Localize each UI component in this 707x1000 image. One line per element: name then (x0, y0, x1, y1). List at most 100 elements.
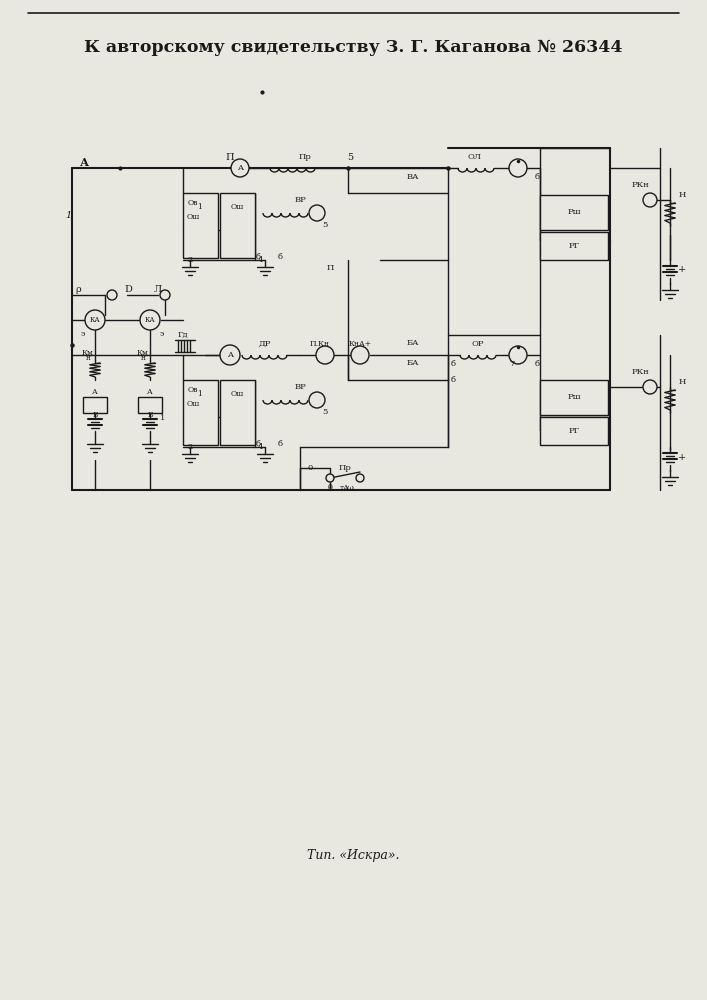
Text: 4: 4 (257, 443, 263, 451)
Circle shape (231, 159, 249, 177)
Circle shape (351, 346, 369, 364)
Text: э: э (81, 330, 85, 338)
Text: 1: 1 (197, 390, 202, 398)
Text: 4: 4 (257, 256, 263, 264)
Text: б: б (450, 360, 455, 368)
Circle shape (509, 346, 527, 364)
Text: +: + (678, 452, 686, 462)
Text: Н: Н (678, 378, 686, 386)
Text: Ов: Ов (188, 199, 198, 207)
Text: Рш: Рш (567, 393, 580, 401)
Text: Ов: Ов (188, 386, 198, 394)
Text: РГ: РГ (568, 427, 580, 435)
Bar (138, 397, 162, 413)
Text: КнА+: КнА+ (349, 340, 372, 348)
Text: Б: Б (92, 411, 98, 419)
Text: тА: тА (340, 484, 350, 492)
Text: 0: 0 (308, 464, 312, 472)
Text: б: б (255, 440, 260, 448)
Bar (220, 193, 255, 258)
Bar (183, 193, 218, 258)
Bar (83, 397, 107, 413)
Text: П.Кн: П.Кн (310, 340, 330, 348)
Text: 1: 1 (197, 203, 202, 211)
Text: б: б (278, 440, 283, 448)
Text: 7: 7 (509, 360, 515, 368)
Text: ОР: ОР (472, 340, 484, 348)
Text: б: б (278, 253, 283, 261)
Text: ВР: ВР (294, 196, 306, 204)
Text: Б: Б (147, 411, 153, 419)
Circle shape (160, 290, 170, 300)
Text: θ: θ (327, 484, 332, 492)
Text: П: П (226, 152, 234, 161)
Circle shape (509, 159, 527, 177)
Text: Л: Л (154, 286, 162, 294)
Text: 5: 5 (347, 152, 353, 161)
Text: ω: ω (346, 484, 354, 492)
Text: Пр: Пр (298, 153, 311, 161)
Text: 5: 5 (322, 408, 327, 416)
Text: ОЛ: ОЛ (468, 153, 482, 161)
Text: А: А (79, 156, 88, 167)
Bar (220, 380, 255, 445)
Text: Ош: Ош (187, 213, 199, 221)
Circle shape (356, 474, 364, 482)
Circle shape (643, 380, 657, 394)
Text: Пр: Пр (339, 464, 351, 472)
Text: Ош: Ош (230, 203, 244, 211)
Text: A: A (237, 164, 243, 172)
Circle shape (309, 392, 325, 408)
Text: БА: БА (407, 339, 419, 347)
Text: б: б (534, 173, 539, 181)
Text: 1: 1 (160, 414, 165, 422)
Text: +: + (678, 265, 686, 274)
Text: РКн: РКн (631, 181, 649, 189)
Text: б: б (450, 376, 455, 384)
Text: Ош: Ош (230, 390, 244, 398)
Text: Рш: Рш (567, 208, 580, 216)
Text: КА: КА (145, 316, 156, 324)
Text: б: б (255, 253, 260, 261)
Circle shape (309, 205, 325, 221)
Text: КА: КА (90, 316, 100, 324)
Text: Км: Км (137, 349, 149, 357)
Text: н: н (86, 354, 90, 362)
Bar (540, 232, 608, 260)
Text: ВР: ВР (294, 383, 306, 391)
Circle shape (107, 290, 117, 300)
Text: РКн: РКн (631, 368, 649, 376)
Circle shape (85, 310, 105, 330)
Text: Тип. «Искра».: Тип. «Искра». (307, 848, 399, 861)
Bar (540, 417, 608, 445)
Circle shape (643, 193, 657, 207)
Text: ρ: ρ (75, 286, 81, 294)
Circle shape (140, 310, 160, 330)
Text: A: A (227, 351, 233, 359)
Bar (540, 195, 608, 230)
Circle shape (220, 345, 240, 365)
Text: D: D (124, 286, 132, 294)
Text: ДР: ДР (259, 340, 271, 348)
Text: РГ: РГ (568, 242, 580, 250)
Text: Гд: Гд (177, 331, 188, 339)
Text: Н: Н (678, 191, 686, 199)
Text: А: А (92, 388, 98, 396)
Text: б: б (534, 360, 539, 368)
Text: 2: 2 (187, 443, 192, 451)
Text: ВА: ВА (407, 173, 419, 181)
Text: П: П (327, 264, 334, 272)
Text: Км: Км (82, 349, 94, 357)
Text: 1: 1 (65, 211, 71, 220)
Text: э: э (160, 330, 164, 338)
Text: 2: 2 (187, 256, 192, 264)
Bar (540, 380, 608, 415)
Circle shape (316, 346, 334, 364)
Bar (183, 380, 218, 445)
Circle shape (326, 474, 334, 482)
Text: БА: БА (407, 359, 419, 367)
Text: К авторскому свидетельству З. Г. Каганова № 26344: К авторскому свидетельству З. Г. Каганов… (83, 38, 622, 55)
Text: А: А (147, 388, 153, 396)
Text: 5: 5 (322, 221, 327, 229)
Text: н: н (141, 354, 146, 362)
